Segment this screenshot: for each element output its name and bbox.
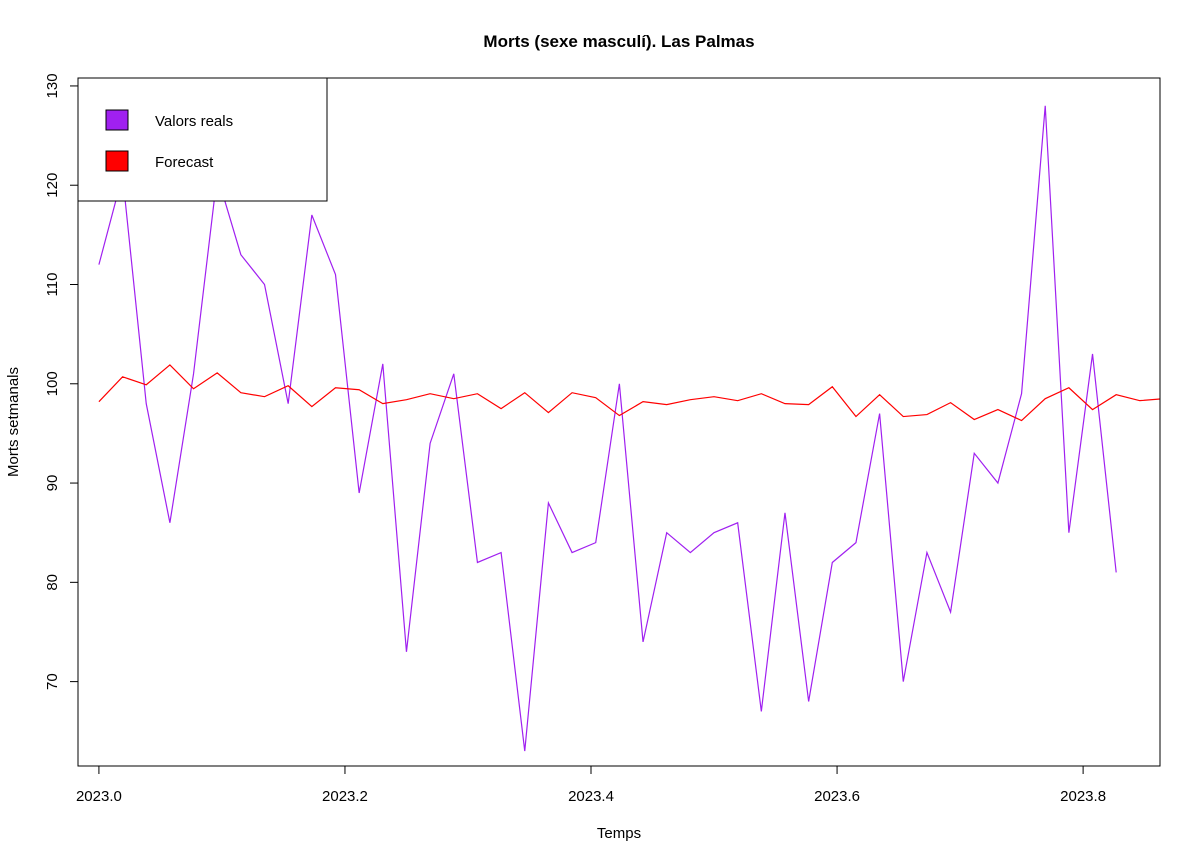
chart-title: Morts (sexe masculí). Las Palmas: [483, 32, 754, 51]
y-tick-label: 100: [44, 371, 61, 396]
y-tick-label: 120: [44, 173, 61, 198]
x-tick-label: 2023.8: [1060, 788, 1106, 805]
x-tick-label: 2023.6: [814, 788, 860, 805]
y-tick-label: 90: [44, 475, 61, 492]
legend-swatch-forecast: [105, 150, 129, 172]
legend: Valors reals Forecast: [77, 77, 328, 202]
x-tick-label: 2023.0: [76, 788, 122, 805]
series-line-valors-reals: [98, 105, 1117, 752]
legend-label-valors-reals: Valors reals: [155, 113, 233, 130]
legend-swatch-valors-reals: [105, 109, 129, 131]
plot-area: 2023.0 2023.2 2023.4 2023.6 2023.8 70 80 90 100 1…: [44, 73, 1161, 805]
legend-box: [77, 77, 328, 202]
y-tick-label: 110: [44, 273, 61, 297]
x-tick-label: 2023.4: [568, 788, 614, 805]
legend-label-forecast: Forecast: [155, 154, 214, 171]
y-tick-label: 80: [44, 574, 61, 591]
y-axis-label: Morts setmanals: [5, 367, 22, 477]
series-line-forecast: [98, 364, 1160, 422]
y-tick-label: 70: [44, 673, 61, 690]
x-tick-label: 2023.2: [322, 788, 368, 805]
y-tick-label: 130: [44, 73, 61, 98]
x-axis-label: Temps: [597, 825, 641, 842]
